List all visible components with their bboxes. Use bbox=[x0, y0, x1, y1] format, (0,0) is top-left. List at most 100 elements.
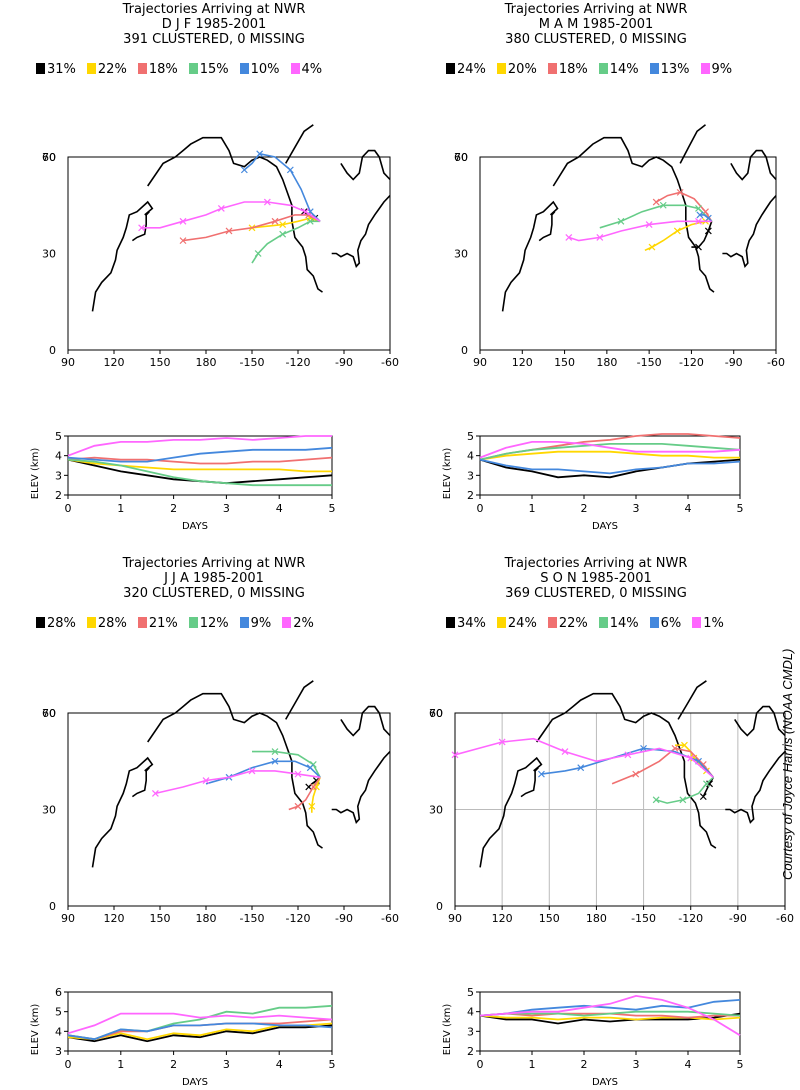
legend-item: 20% bbox=[496, 62, 537, 77]
legend-swatch bbox=[137, 617, 147, 628]
panel-3-title-line-2: J J A 1985-2001 bbox=[164, 571, 264, 586]
map-x-tick-label: 150 bbox=[539, 912, 560, 925]
legend-label: 13% bbox=[660, 62, 690, 77]
elev-y-tick-label: 5 bbox=[467, 430, 474, 443]
map-x-tick-label: 180 bbox=[196, 912, 217, 925]
map-x-tick-label: -90 bbox=[335, 356, 353, 369]
trajectory-marker bbox=[704, 214, 712, 222]
elev-y-tick-label: 4 bbox=[55, 1025, 62, 1038]
trajectory-line bbox=[288, 776, 321, 811]
legend-swatch bbox=[547, 63, 557, 74]
legend-item: 9% bbox=[239, 616, 272, 631]
legend-label: 20% bbox=[507, 62, 537, 77]
elev-y-axis-label: ELEV (km) bbox=[442, 448, 453, 500]
elev-x-tick-label: 4 bbox=[276, 502, 283, 515]
elev-x-tick-label: 2 bbox=[581, 1058, 588, 1071]
trajectory-line bbox=[702, 776, 714, 797]
trajectory-line bbox=[691, 221, 713, 248]
legend-item: 31% bbox=[36, 62, 76, 77]
credit-text: Courtesy of Joyce Harris (NOAA CMDL) bbox=[780, 648, 795, 880]
map-x-tick-label: 180 bbox=[586, 912, 607, 925]
trajectory-marker bbox=[179, 237, 187, 245]
trajectory-marker bbox=[538, 770, 545, 778]
map-frame bbox=[479, 156, 777, 351]
legend-label: 28% bbox=[47, 616, 76, 631]
legend-label: 14% bbox=[609, 62, 639, 77]
legend-label: 10% bbox=[250, 62, 280, 77]
legend-item: 18% bbox=[547, 62, 588, 77]
trajectory-marker bbox=[561, 748, 569, 756]
map-x-tick-label: -120 bbox=[678, 912, 703, 925]
map-x-tick-label: 90 bbox=[61, 912, 75, 925]
trajectory-marker bbox=[695, 217, 702, 225]
trajectory-marker bbox=[240, 166, 248, 174]
trajectory-marker bbox=[271, 748, 279, 756]
elev-x-tick-label: 1 bbox=[529, 502, 536, 515]
map-x-tick-label: 180 bbox=[596, 356, 617, 369]
map-x-tick-label: -90 bbox=[335, 912, 353, 925]
trajectory-line bbox=[252, 750, 321, 778]
trajectory-line bbox=[205, 760, 321, 785]
map-x-tick-label: 150 bbox=[150, 356, 171, 369]
panel-3-title-line-1: Trajectories Arriving at NWR bbox=[122, 556, 306, 571]
panel-4-legend: 34% 24% 22% 14% 6% 1% bbox=[446, 616, 735, 631]
trajectory-marker bbox=[652, 796, 660, 804]
trajectory-marker bbox=[624, 751, 632, 759]
legend-item: 14% bbox=[598, 62, 639, 77]
elev-x-tick-label: 1 bbox=[117, 502, 124, 515]
legend-item: 6% bbox=[649, 616, 681, 631]
legend-label: 24% bbox=[457, 62, 486, 77]
coastline bbox=[331, 195, 391, 268]
coastline bbox=[677, 680, 707, 720]
legend-label: 1% bbox=[703, 616, 724, 631]
trajectory-line bbox=[243, 152, 321, 222]
map-y-tick-label: 0 bbox=[436, 900, 443, 913]
trajectory-marker bbox=[451, 751, 459, 759]
panel-2-title-line-1: Trajectories Arriving at NWR bbox=[504, 2, 688, 17]
panel-2-legend: 24% 20% 18% 14% 13% 9% bbox=[446, 62, 743, 77]
elev-x-tick-label: 2 bbox=[170, 502, 177, 515]
elev-x-tick-label: 5 bbox=[329, 502, 336, 515]
map-frame bbox=[67, 156, 391, 351]
map-x-tick-label: -60 bbox=[381, 912, 399, 925]
trajectory-marker bbox=[309, 783, 317, 791]
coastline bbox=[285, 124, 314, 164]
legend-label: 9% bbox=[250, 616, 272, 631]
legend-label: 31% bbox=[47, 62, 76, 77]
elev-x-tick-label: 0 bbox=[477, 1058, 484, 1071]
trajectory-marker bbox=[271, 217, 279, 225]
coastline bbox=[538, 211, 556, 242]
trajectory-marker bbox=[308, 802, 316, 810]
elev-x-tick-label: 5 bbox=[737, 1058, 744, 1071]
elev-y-axis-label: ELEV (km) bbox=[30, 1004, 41, 1056]
elev-y-tick-label: 2 bbox=[55, 489, 62, 502]
map-y-tick-label: 60 bbox=[429, 707, 443, 720]
panel-1-title-line-1: Trajectories Arriving at NWR bbox=[122, 2, 306, 17]
coastline bbox=[340, 705, 391, 737]
trajectory-marker bbox=[225, 227, 233, 235]
legend-item: 28% bbox=[86, 616, 127, 631]
map-y-tick-label: 30 bbox=[454, 248, 468, 261]
trajectory-marker bbox=[617, 217, 625, 225]
elev-series-line bbox=[67, 435, 332, 457]
legend-swatch bbox=[36, 617, 45, 628]
trajectory-marker bbox=[645, 221, 653, 228]
map-x-tick-label: -60 bbox=[776, 912, 794, 925]
elev-y-tick-label: 2 bbox=[467, 489, 474, 502]
legend-label: 18% bbox=[148, 62, 178, 77]
legend-item: 4% bbox=[290, 62, 322, 77]
elev-series-line bbox=[479, 458, 741, 475]
map-x-tick-label: -150 bbox=[240, 356, 265, 369]
legend-swatch bbox=[239, 617, 249, 628]
map-x-tick-label: 90 bbox=[473, 356, 487, 369]
elev-y-axis-label: ELEV (km) bbox=[30, 448, 41, 500]
map-x-tick-label: 120 bbox=[492, 912, 513, 925]
map-y-tick-label: 60 bbox=[454, 151, 468, 164]
coastline bbox=[91, 200, 154, 312]
trajectory-marker bbox=[695, 205, 702, 212]
trajectory-marker bbox=[687, 754, 695, 762]
elev-y-tick-label: 3 bbox=[467, 1025, 474, 1038]
elev-x-tick-label: 4 bbox=[276, 1058, 283, 1071]
map-x-tick-label: -150 bbox=[631, 912, 656, 925]
legend-item: 2% bbox=[282, 616, 314, 631]
